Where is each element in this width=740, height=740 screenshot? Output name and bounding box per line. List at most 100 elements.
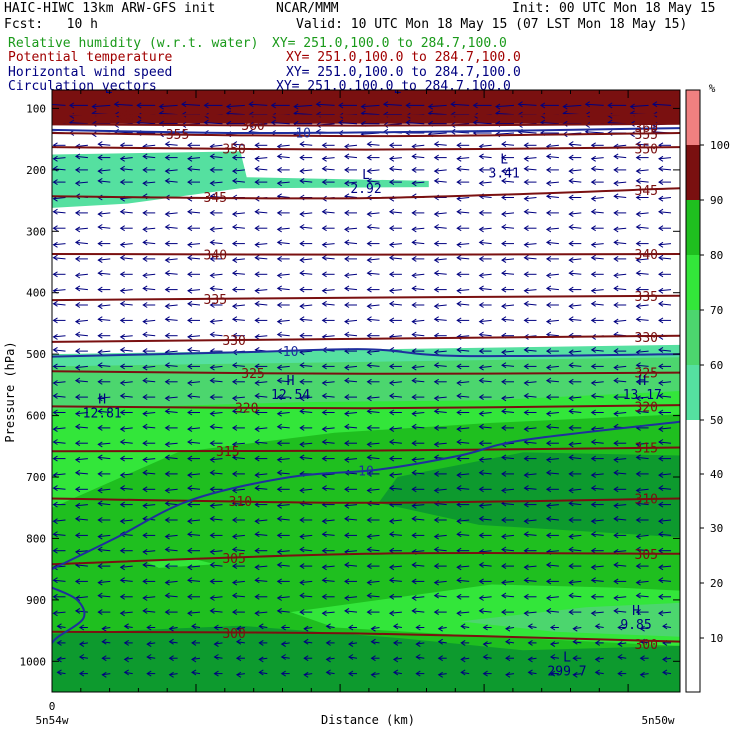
circulation-vector	[52, 241, 66, 248]
theta-isoline-335	[52, 294, 680, 302]
circulation-vector	[97, 177, 111, 184]
circulation-vector	[187, 564, 201, 571]
y-tick-label: 800	[26, 532, 46, 545]
circulation-vector	[187, 254, 201, 261]
circulation-vector	[276, 255, 290, 262]
circulation-vector	[456, 363, 470, 370]
circulation-vector	[56, 623, 66, 630]
circulation-vector	[366, 177, 380, 184]
circulation-vector	[142, 440, 156, 447]
circulation-vector	[635, 517, 649, 523]
theta-right-label: 330	[635, 331, 658, 346]
extremum-h-marker: H12.54	[271, 374, 310, 403]
circulation-vector	[231, 177, 245, 184]
circulation-vector	[590, 485, 604, 492]
circulation-vector	[276, 318, 290, 325]
circulation-vector	[382, 101, 402, 108]
theta-label: 310	[229, 495, 252, 510]
circulation-vector	[142, 561, 156, 568]
circulation-vector	[501, 224, 515, 230]
circulation-vector	[456, 254, 470, 261]
circulation-vector	[119, 208, 133, 215]
circulation-vector	[164, 609, 178, 616]
circulation-vector	[209, 226, 223, 233]
circulation-vector	[370, 625, 380, 632]
circulation-vector	[572, 655, 582, 662]
circulation-vector	[501, 168, 515, 175]
circulation-vector	[366, 441, 380, 448]
circulation-vector	[501, 454, 515, 461]
colorbar-tick-label: 10	[710, 632, 723, 645]
circulation-vector	[235, 625, 245, 632]
circulation-vector	[119, 241, 133, 248]
theta-label: 340	[204, 248, 227, 263]
circulation-vector	[276, 331, 290, 338]
circulation-vector	[191, 639, 200, 646]
circulation-vector	[545, 226, 559, 233]
circulation-vector	[123, 623, 133, 630]
circulation-vector	[303, 638, 313, 645]
circulation-vector	[254, 485, 268, 492]
circulation-vector	[231, 395, 245, 402]
circulation-vector	[164, 563, 178, 570]
circulation-vector	[478, 285, 492, 292]
circulation-vector	[478, 515, 492, 522]
colorbar-band	[686, 90, 700, 145]
circulation-vector	[590, 547, 604, 554]
extremum-letter: L	[500, 153, 508, 168]
circulation-vector	[658, 287, 672, 294]
extremum-letter: H	[287, 374, 295, 389]
colorbar-band	[686, 420, 700, 692]
circulation-vector	[501, 378, 514, 385]
circulation-vector	[613, 255, 627, 262]
circulation-vector	[235, 671, 245, 678]
circulation-vector	[366, 395, 380, 402]
circulation-vector	[164, 332, 178, 339]
circulation-vector	[437, 655, 447, 662]
circulation-vector	[344, 143, 358, 150]
circulation-vector	[209, 331, 223, 338]
circulation-vector	[321, 518, 335, 525]
circulation-vector	[231, 141, 245, 148]
circulation-vector	[101, 638, 111, 645]
circulation-vector	[276, 226, 290, 233]
circulation-vector	[635, 546, 649, 553]
circulation-vector	[276, 364, 290, 371]
circulation-vector	[613, 285, 627, 292]
circulation-vector	[658, 501, 671, 508]
circulation-vector	[321, 287, 335, 294]
theta-label: 300	[222, 627, 245, 642]
circulation-vector	[613, 226, 627, 233]
circulation-vector	[164, 168, 178, 175]
circulation-vector	[613, 469, 627, 476]
theta-isoline-360	[52, 122, 680, 127]
circulation-vector	[568, 563, 582, 570]
circulation-vector	[501, 194, 514, 201]
circulation-vector	[594, 669, 604, 676]
colorbar-band	[686, 200, 700, 255]
circulation-vector	[411, 318, 425, 325]
circulation-vector	[187, 426, 201, 433]
circulation-vector	[187, 610, 201, 617]
circulation-vector	[568, 224, 582, 230]
circulation-vector	[187, 439, 201, 445]
circulation-vector	[344, 302, 357, 308]
circulation-vector	[411, 377, 425, 384]
circulation-vector	[658, 577, 672, 584]
circulation-vector	[478, 272, 492, 279]
theta-isoline-355	[52, 132, 680, 138]
theta-isoline-325	[52, 370, 680, 375]
circulation-vector	[545, 410, 559, 417]
circulation-vector	[97, 500, 111, 507]
circulation-vector	[658, 241, 672, 248]
circulation-vector	[321, 610, 335, 617]
circulation-vector	[460, 623, 470, 630]
circulation-vector	[321, 165, 335, 172]
circulation-vector	[303, 625, 313, 632]
extremum-value: 3.41	[489, 167, 520, 182]
circulation-vector	[276, 153, 290, 160]
circulation-vector	[658, 380, 672, 386]
circulation-vector	[325, 639, 335, 646]
circulation-vector	[187, 225, 200, 232]
circulation-vector	[456, 346, 470, 353]
